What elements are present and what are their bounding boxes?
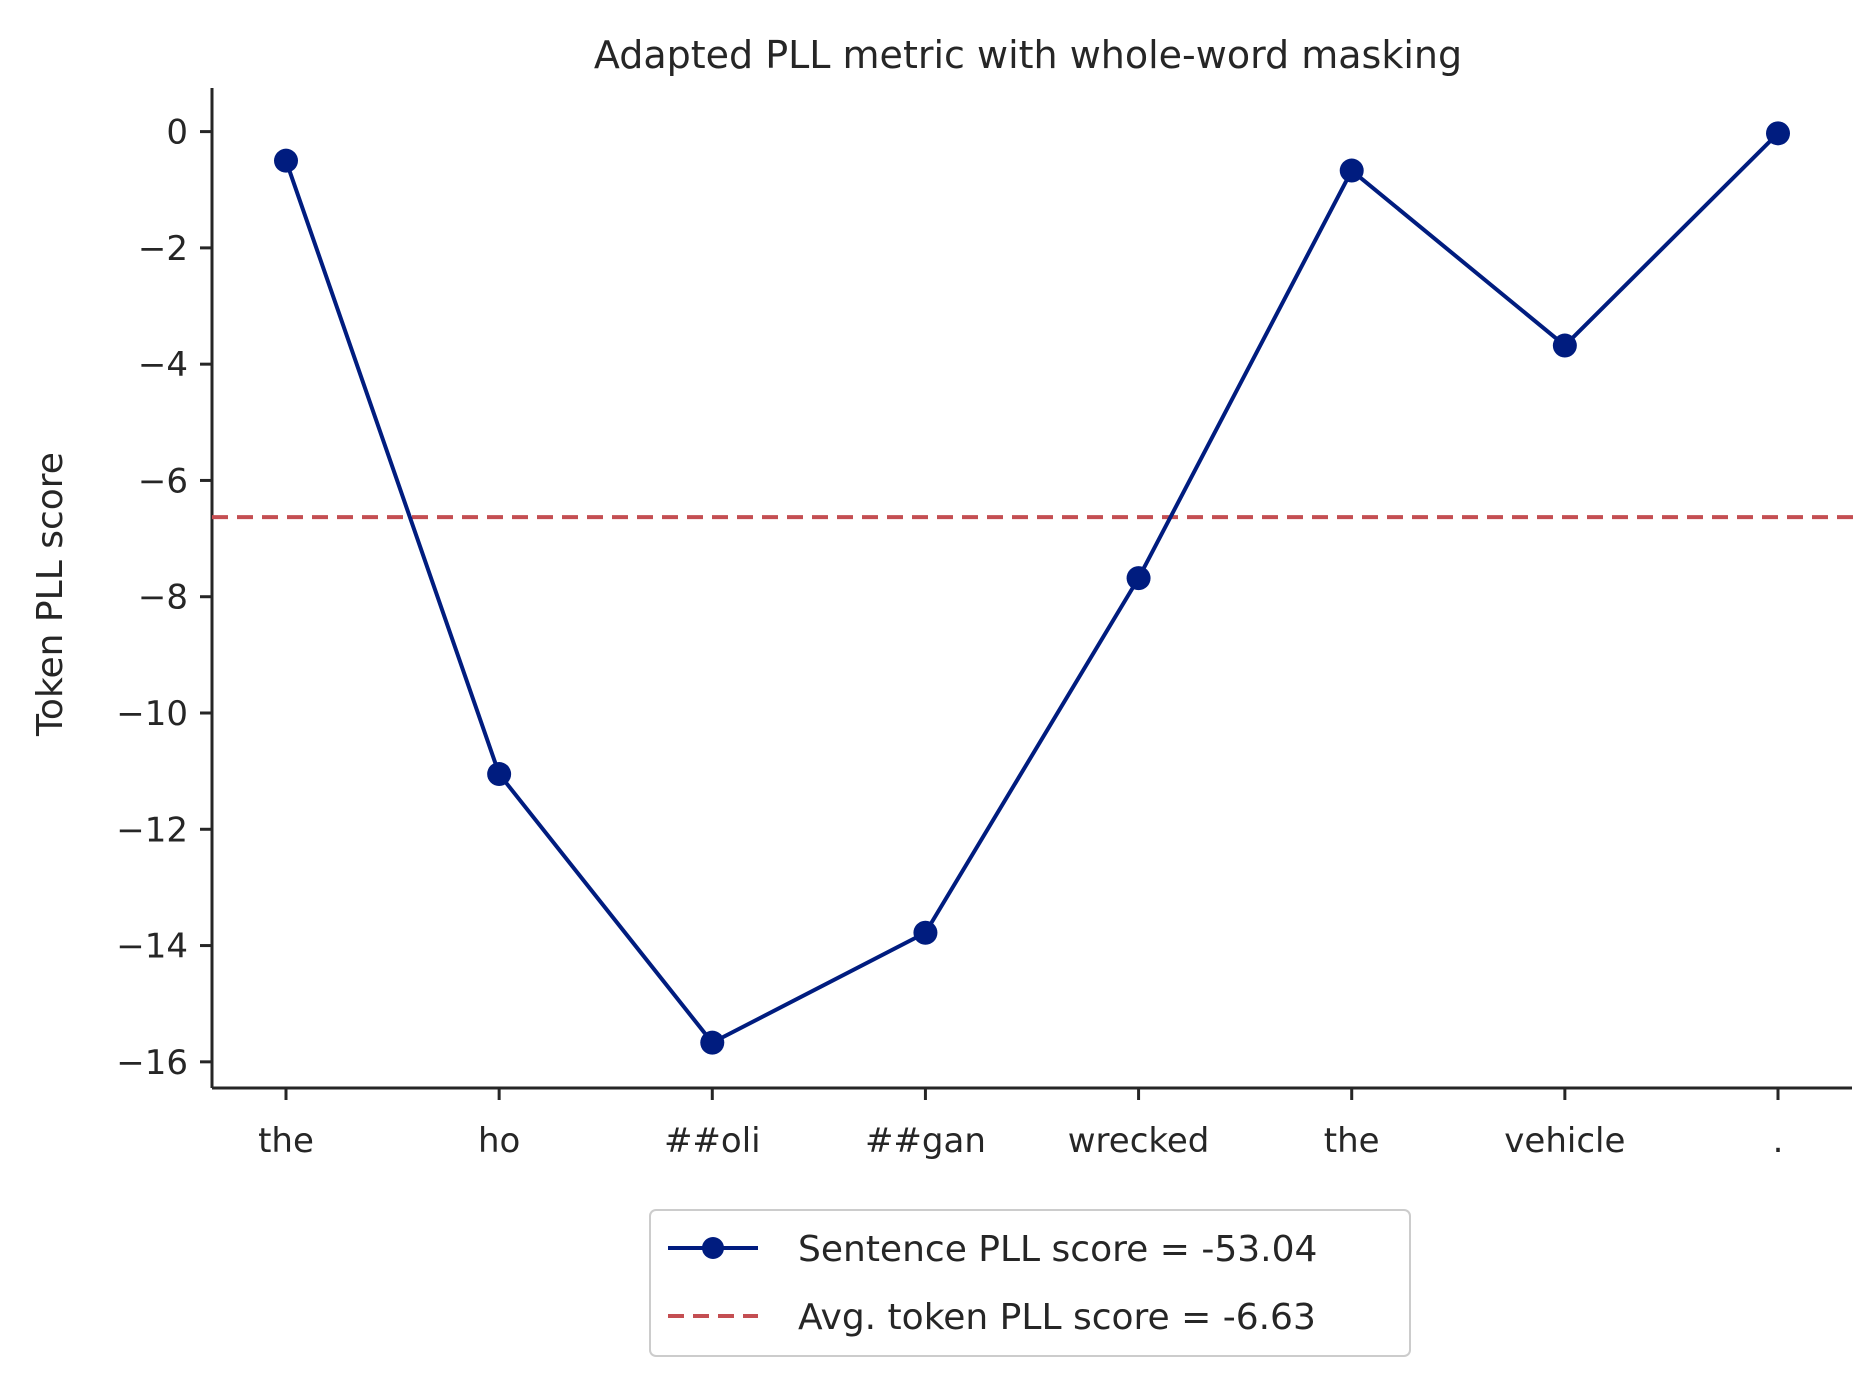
x-tick-label: the — [258, 1121, 314, 1161]
x-tick-label: the — [1324, 1121, 1380, 1161]
chart-title: Adapted PLL metric with whole-word maski… — [594, 33, 1462, 77]
data-point — [913, 920, 938, 945]
y-tick-label: −8 — [138, 578, 188, 618]
legend-marker-swatch — [702, 1237, 724, 1259]
data-point — [274, 148, 298, 173]
data-point — [700, 1030, 725, 1055]
data-point — [1126, 566, 1151, 591]
legend-label-sentence: Sentence PLL score = -53.04 — [798, 1229, 1317, 1270]
series-line — [284, 131, 1780, 1045]
data-point — [1339, 158, 1364, 183]
y-tick-label: −10 — [116, 694, 188, 734]
x-tick-label: ho — [478, 1121, 520, 1161]
legend-frame — [649, 1209, 1411, 1357]
data-point — [487, 762, 512, 787]
legend: Sentence PLL score = -53.04 Avg. token P… — [649, 1209, 1411, 1357]
y-tick-label: −16 — [116, 1043, 188, 1083]
y-tick-label: −14 — [116, 927, 188, 967]
data-point — [1766, 121, 1790, 146]
x-tick-label: vehicle — [1504, 1121, 1625, 1161]
y-tick-label: 0 — [166, 113, 188, 153]
data-point — [1552, 333, 1577, 358]
legend-label-average: Avg. token PLL score = -6.63 — [798, 1297, 1316, 1338]
y-axis-label: Token PLL score — [30, 452, 71, 737]
y-tick-label: −12 — [116, 810, 188, 850]
y-tick-label: −6 — [138, 461, 188, 501]
y-tick-label: −2 — [138, 229, 188, 269]
y-tick-label: −4 — [138, 345, 188, 385]
plot-area: 0 −2 −4 −6 −8 −10 −12 −14 −16 the ho ##oli ##gan wrec… — [116, 88, 1862, 1161]
x-tick-label: . — [1773, 1121, 1784, 1161]
x-tick-label: wrecked — [1068, 1121, 1210, 1161]
x-tick-label: ##oli — [664, 1121, 761, 1161]
x-tick-label: ##gan — [865, 1121, 986, 1161]
